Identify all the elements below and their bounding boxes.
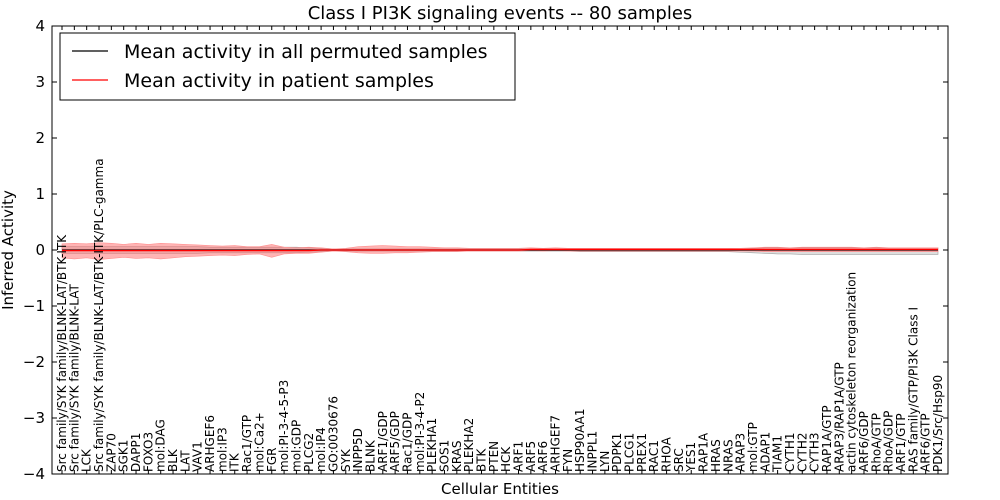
x-tick-label: ARHGEF7 xyxy=(549,415,563,472)
x-tick-label: LAT xyxy=(178,450,192,472)
x-tick-label: RhoA/GTP xyxy=(869,413,883,472)
x-tick-label: ARF6/GDP xyxy=(857,411,871,472)
x-tick-label: ARHGEF6 xyxy=(203,415,217,472)
x-tick-label: ARF5/GDP xyxy=(388,411,402,472)
x-tick-label: BTK xyxy=(474,447,488,472)
x-tick-label: HRAS xyxy=(709,439,723,472)
x-tick-label: PLCG1 xyxy=(623,433,637,472)
x-tick-label: actin cytoskeleton reorganization xyxy=(845,272,859,472)
x-tick-label: LYN xyxy=(598,451,612,472)
x-tick-label: ARF1/GDP xyxy=(376,411,390,472)
x-tick-label: PTEN xyxy=(487,441,501,472)
x-tick-label: LCK xyxy=(80,448,94,472)
x-tick-label: mol:IP3 xyxy=(215,427,229,472)
x-tick-label: PREX1 xyxy=(635,433,649,472)
x-tick-label: INPP5D xyxy=(351,428,365,472)
x-tick-label: Src family/SYK family/BLNK-LAT xyxy=(67,283,81,472)
x-tick-label: Rac1/GTP xyxy=(240,415,254,472)
x-tick-label: RAP1A/GTP xyxy=(820,405,834,472)
x-tick-label: ARF1 xyxy=(512,441,526,472)
x-tick-label: ARAP3/RAP1A/GTP xyxy=(832,362,846,472)
x-tick-label: ARF6 xyxy=(536,441,550,472)
x-tick-label: mol:IP4 xyxy=(314,427,328,472)
x-tick-label: ITK xyxy=(228,452,242,472)
x-tick-label: RHOA xyxy=(660,436,674,472)
x-tick-label: HCK xyxy=(499,446,513,472)
y-tick-label: 4 xyxy=(35,17,45,35)
x-tick-label: BLK xyxy=(166,448,180,472)
y-tick-label: −2 xyxy=(23,353,45,371)
chart-title: Class I PI3K signaling events -- 80 samp… xyxy=(308,3,693,24)
x-tick-label: CYTH3 xyxy=(808,433,822,473)
x-tick-label: Rac1/GDP xyxy=(400,413,414,472)
plot-frame xyxy=(51,25,949,475)
x-tick-label: RhoA/GDP xyxy=(882,411,896,472)
y-tick-label: −4 xyxy=(23,465,45,483)
legend-label-patient: Mean activity in patient samples xyxy=(124,70,434,92)
line-patient-mean xyxy=(62,248,938,252)
x-tick-label: YES1 xyxy=(684,442,698,473)
x-tick-label: BLNK xyxy=(363,439,377,472)
y-axis-title: Inferred Activity xyxy=(0,190,17,310)
x-tick-label: PDPK1 xyxy=(610,433,624,472)
x-tick-label: ARAP3 xyxy=(734,433,748,472)
y-tick-label: 3 xyxy=(35,73,45,91)
x-tick-label: FOXO3 xyxy=(141,432,155,472)
x-tick-label: VAV1 xyxy=(191,441,205,472)
x-tick-label: PLEKHA2 xyxy=(462,418,476,472)
x-tick-label: FGR xyxy=(265,447,279,472)
legend-label-permuted: Mean activity in all permuted samples xyxy=(124,41,487,63)
y-tick-label: 2 xyxy=(35,129,45,147)
x-tick-label: DAPP1 xyxy=(129,433,143,472)
legend: Mean activity in all permuted samples Me… xyxy=(59,32,516,101)
y-tick-label: 0 xyxy=(35,241,45,259)
x-tick-label: CYTH2 xyxy=(795,432,809,472)
x-tick-label: NRAS xyxy=(721,439,735,472)
x-tick-label: mol:GDP xyxy=(289,420,303,472)
x-tick-label: HSP90AA1 xyxy=(573,408,587,472)
x-tick-label: ARF6/GTP xyxy=(919,413,933,472)
x-tick-label: TIAM1 xyxy=(771,435,785,473)
x-tick-label: RAC1 xyxy=(647,440,661,472)
x-tick-label: ADAP1 xyxy=(758,432,772,472)
y-tick-label: −1 xyxy=(23,297,45,315)
x-tick-label: INPPL1 xyxy=(586,431,600,472)
x-tick-label: PDK1/Src/Hsp90 xyxy=(931,375,945,472)
x-tick-label: Src family/SYK family/BLNK-LAT/BTK-ITK/P… xyxy=(92,158,106,472)
x-tick-label: CYTH1 xyxy=(783,432,797,472)
x-tick-label: SYK xyxy=(339,448,353,472)
y-tick-label: 1 xyxy=(35,185,45,203)
x-tick-label: SOS1 xyxy=(437,440,451,472)
x-tick-label: mol:GTP xyxy=(746,422,760,472)
x-tick-label: RAS family/GTP/PI3K Class I xyxy=(906,307,920,472)
x-tick-label: FYN xyxy=(561,449,575,472)
x-tick-label: RAP1A xyxy=(697,432,711,472)
x-tick-label: ARF5 xyxy=(524,441,538,472)
y-tick-label: −3 xyxy=(23,409,45,427)
x-tick-label: ZAP70 xyxy=(104,433,118,472)
x-tick-label: PLEKHA1 xyxy=(425,418,439,472)
x-tick-label: PLCG2 xyxy=(302,433,316,472)
legend-box xyxy=(59,32,516,101)
x-tick-label: ARF1/GTP xyxy=(894,413,908,472)
x-tick-label: Src family/SYK family/BLNK-LAT/BTK-ITK xyxy=(55,234,69,472)
x-axis-title: Cellular Entities xyxy=(441,480,559,498)
x-tick-label: mol:Ca2+ xyxy=(252,412,266,472)
band-patient xyxy=(61,242,939,260)
x-tick-label: SGK1 xyxy=(117,440,131,472)
x-tick-label: KRAS xyxy=(450,440,464,472)
x-tick-label: mol:PI-3-4-P2 xyxy=(413,392,427,472)
x-tick-label: mol:DAG xyxy=(154,419,168,472)
x-tick-label: SRC xyxy=(672,448,686,472)
x-tick-label: GO:0030676 xyxy=(326,396,340,472)
x-tick-label: mol:PI-3-4-5-P3 xyxy=(277,380,291,472)
